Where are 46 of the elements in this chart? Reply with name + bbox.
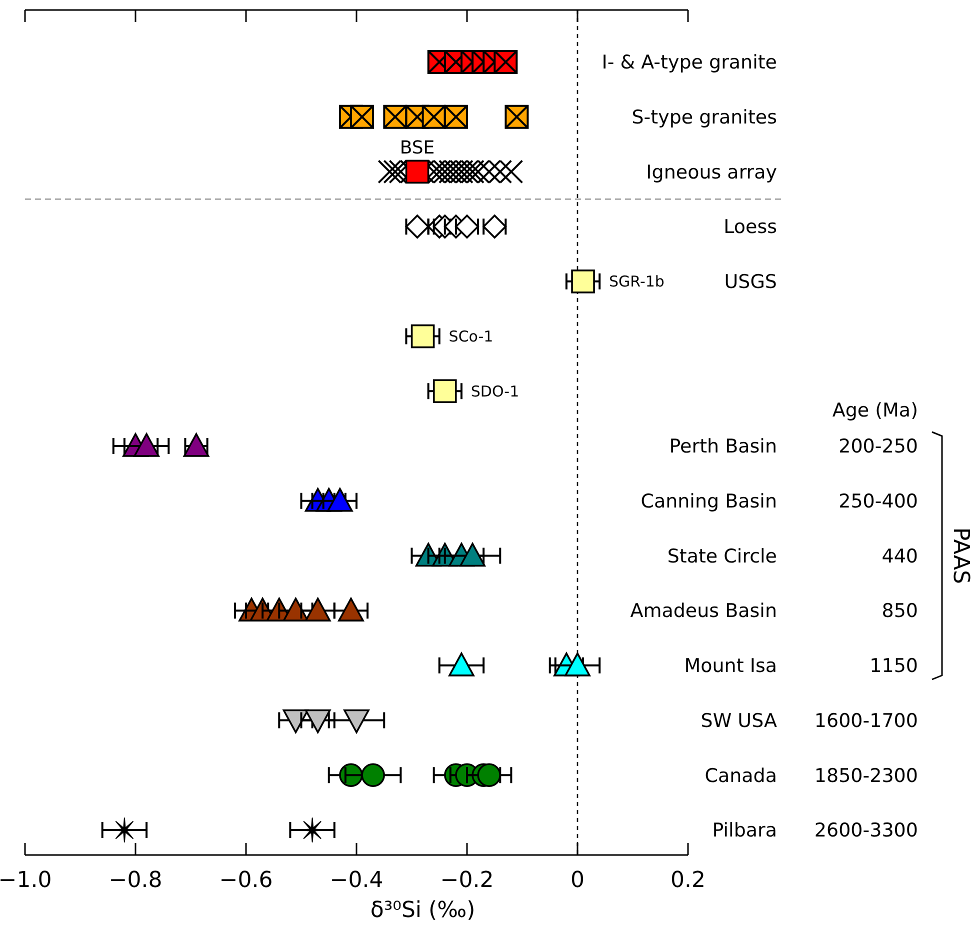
y2-tick-label: 1150 — [870, 655, 918, 678]
point — [571, 270, 595, 294]
x-tick-label: −0.8 — [108, 868, 162, 893]
x-tick-label: −0.2 — [440, 868, 494, 893]
x-tick-label: 0 — [570, 868, 584, 893]
x-axis-title: δ³⁰Si (‰) — [370, 898, 476, 923]
point — [304, 709, 331, 734]
y-tick-label: SW USA — [700, 710, 777, 732]
y-tick-label: Perth Basin — [669, 436, 777, 458]
y-tick-label: Loess — [724, 216, 777, 238]
x-tick-label: −0.6 — [219, 868, 273, 893]
y-tick-label: I- & A-type granite — [602, 52, 777, 74]
point — [338, 598, 364, 622]
y-tick-label: Mount Isa — [684, 655, 777, 678]
annotation: SDO-1 — [470, 382, 520, 400]
point — [477, 763, 501, 788]
annotation: BSE — [400, 138, 435, 159]
y-tick-label: State Circle — [667, 545, 777, 568]
y2-tick-label: 850 — [882, 600, 918, 622]
y-tick-label: Canada — [704, 764, 777, 787]
point — [433, 379, 457, 404]
annotation: SCo-1 — [448, 328, 494, 346]
y-tick-label: USGS — [724, 271, 777, 294]
point — [410, 324, 435, 348]
point — [304, 598, 331, 622]
y2-tick-label: 200-250 — [838, 436, 918, 458]
y2-tick-label: 2600-3300 — [814, 820, 918, 842]
y2-tick-label: 440 — [882, 545, 918, 568]
text: PAAS — [948, 527, 973, 584]
y-tick-label: Canning Basin — [640, 490, 777, 513]
x-tick-label: 0.2 — [670, 868, 706, 893]
y2-tick-label: 1600-1700 — [814, 710, 918, 732]
point — [361, 763, 385, 788]
y-tick-label: Igneous array — [646, 161, 777, 184]
y-tick-label: S-type granites — [632, 106, 777, 129]
y2-tick-label: 1850-2300 — [814, 764, 918, 787]
y2-axis-title: Age (Ma) — [832, 400, 918, 422]
point — [344, 709, 370, 734]
annotation: SGR-1b — [609, 272, 664, 291]
y-tick-label: Pilbara — [712, 820, 777, 842]
point — [282, 709, 309, 734]
y-tick-label: Amadeus Basin — [630, 600, 777, 622]
x-tick-label: −0.4 — [330, 868, 384, 893]
x-tick-label: −1.0 — [0, 868, 52, 893]
y2-tick-label: 250-400 — [838, 490, 918, 513]
point — [455, 214, 479, 238]
